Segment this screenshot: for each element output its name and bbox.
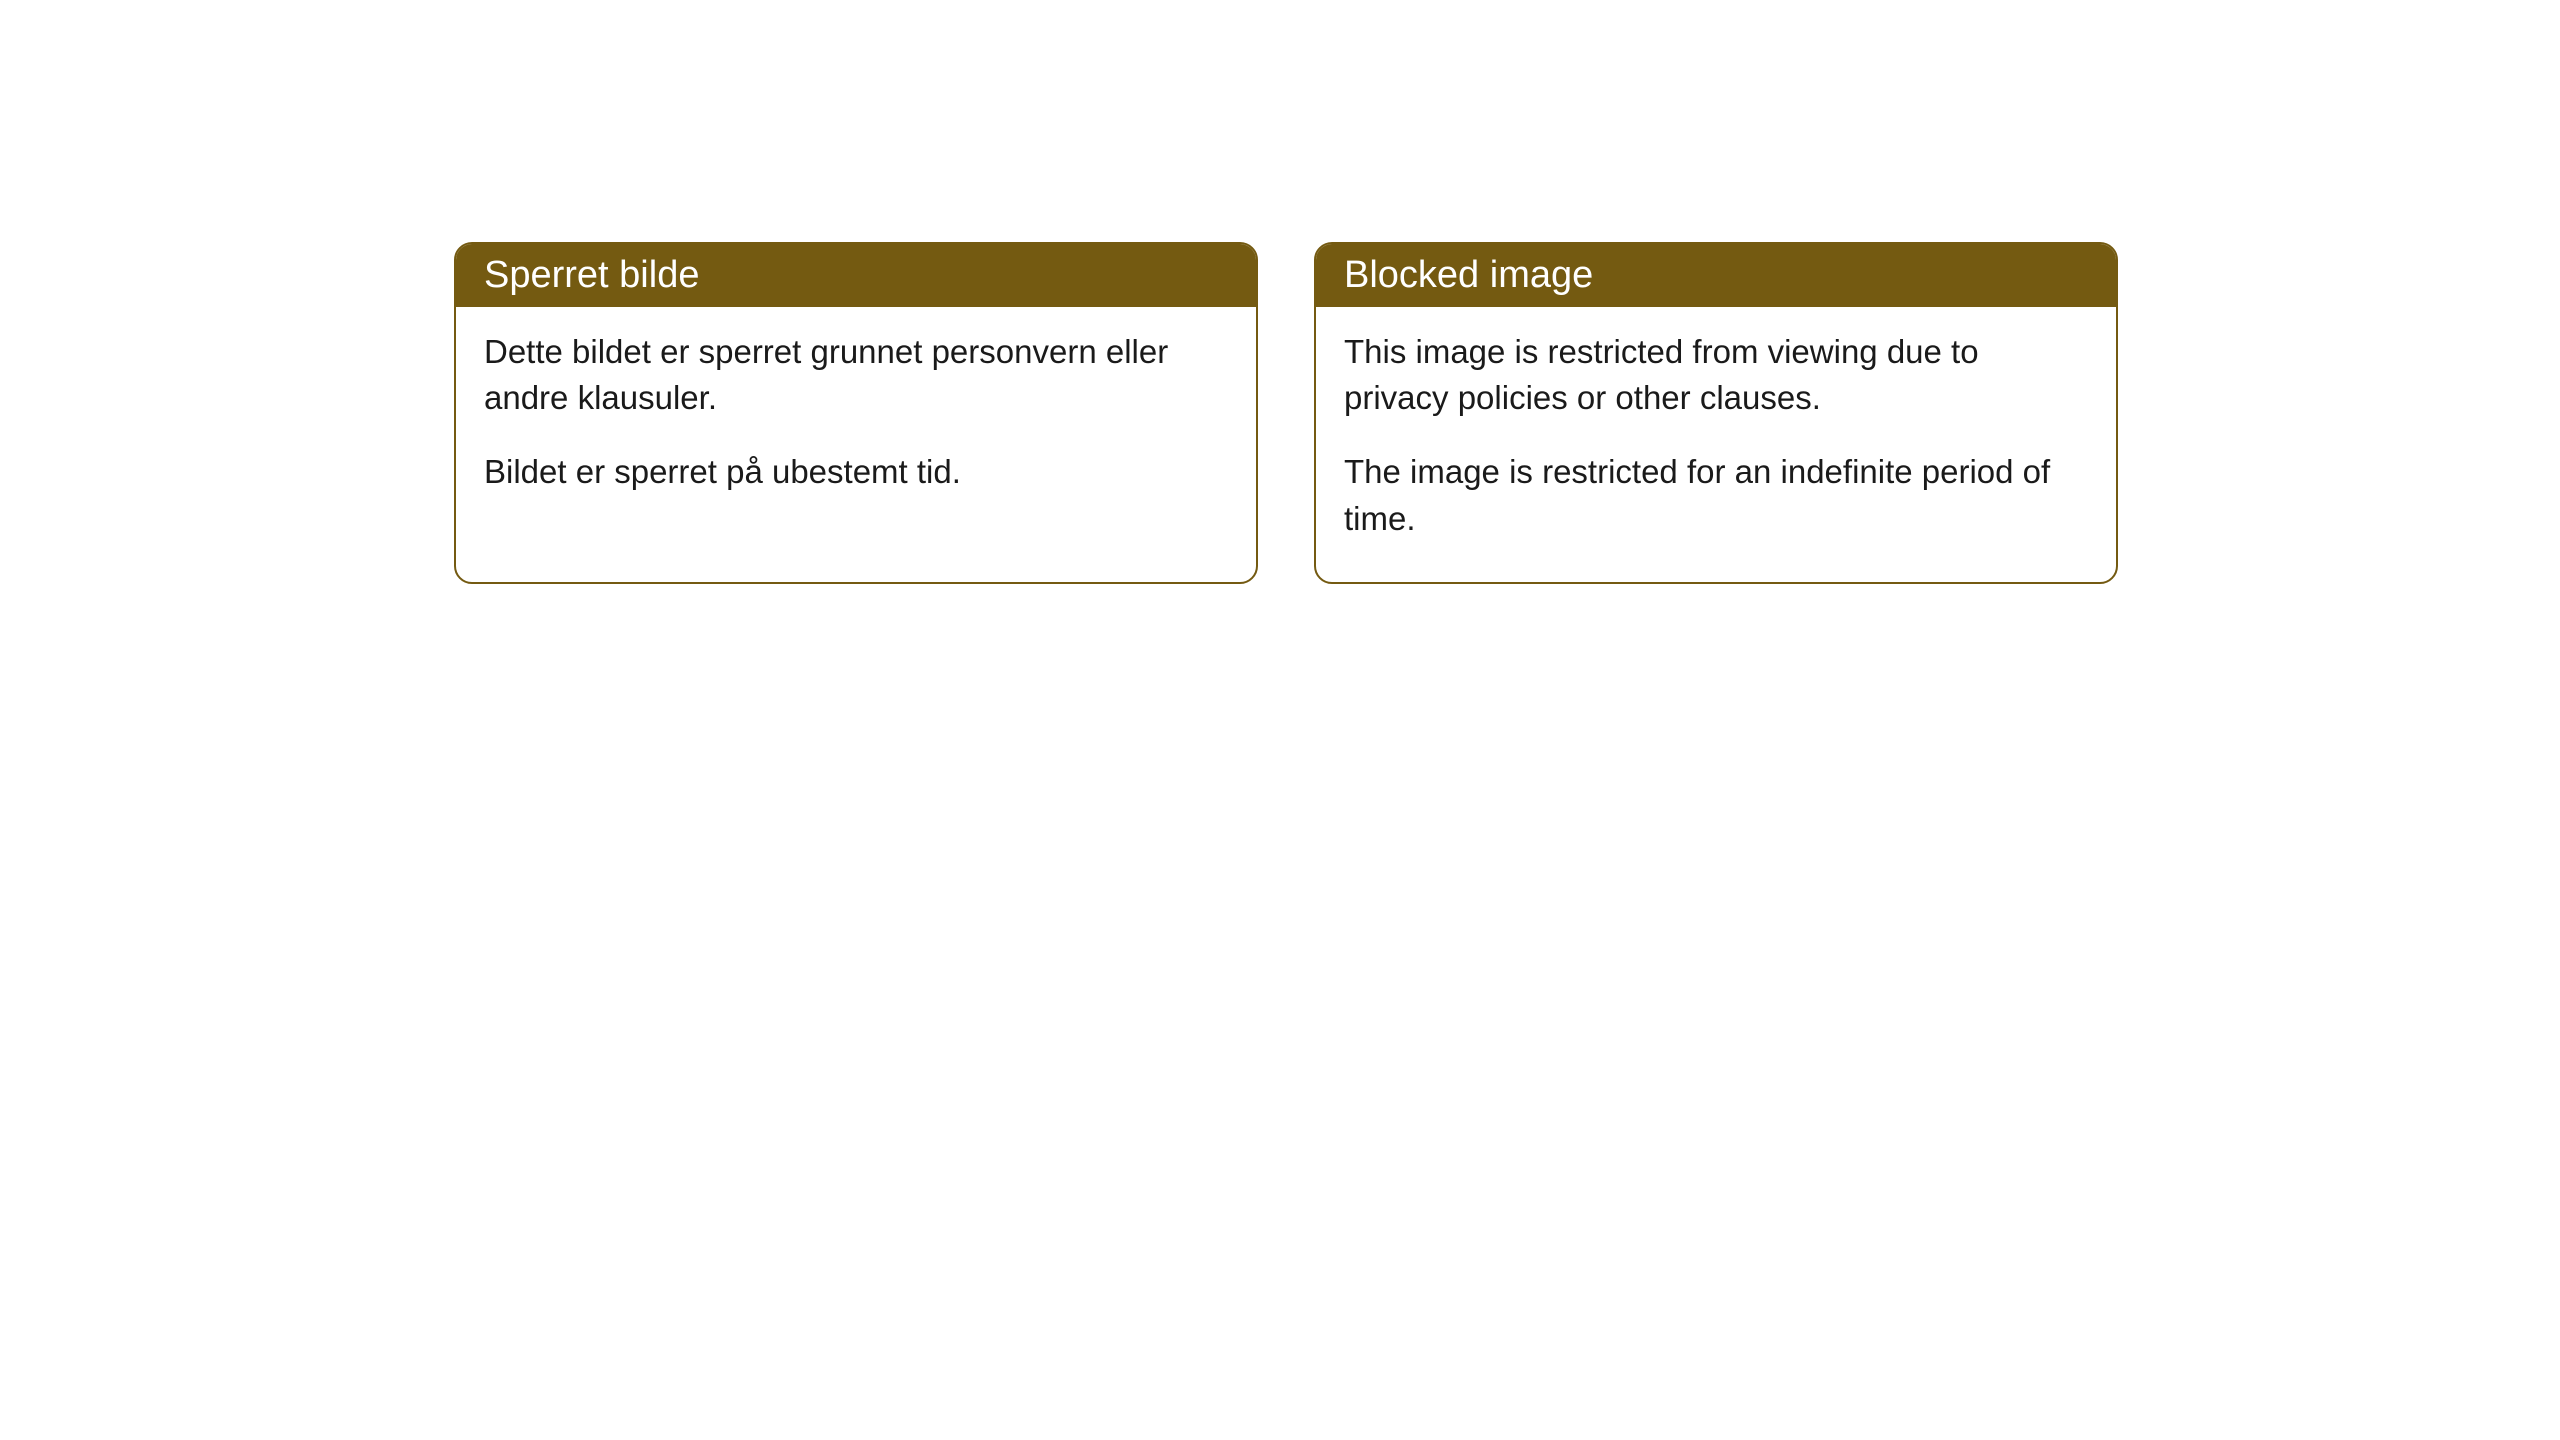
- blocked-image-card-norwegian: Sperret bilde Dette bildet er sperret gr…: [454, 242, 1258, 584]
- card-paragraph-1-norwegian: Dette bildet er sperret grunnet personve…: [484, 329, 1228, 421]
- card-paragraph-2-english: The image is restricted for an indefinit…: [1344, 449, 2088, 541]
- card-paragraph-1-english: This image is restricted from viewing du…: [1344, 329, 2088, 421]
- card-body-english: This image is restricted from viewing du…: [1316, 307, 2116, 582]
- card-header-english: Blocked image: [1316, 244, 2116, 307]
- card-body-norwegian: Dette bildet er sperret grunnet personve…: [456, 307, 1256, 536]
- blocked-image-card-english: Blocked image This image is restricted f…: [1314, 242, 2118, 584]
- notice-cards-container: Sperret bilde Dette bildet er sperret gr…: [454, 242, 2118, 584]
- card-header-norwegian: Sperret bilde: [456, 244, 1256, 307]
- card-paragraph-2-norwegian: Bildet er sperret på ubestemt tid.: [484, 449, 1228, 495]
